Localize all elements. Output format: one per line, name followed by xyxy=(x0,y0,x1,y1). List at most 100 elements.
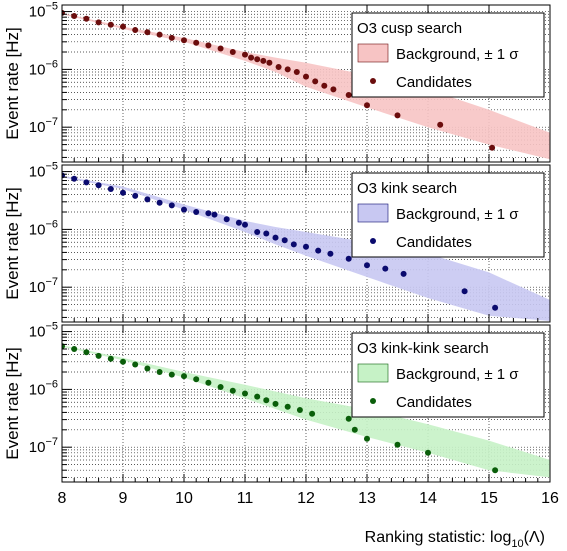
candidates-series xyxy=(62,343,499,474)
background-band xyxy=(62,345,550,478)
candidate-point xyxy=(437,121,444,128)
candidates-series xyxy=(62,9,496,151)
candidate-point xyxy=(120,23,126,30)
candidate-point xyxy=(144,365,151,372)
candidate-point xyxy=(260,57,267,64)
candidate-point xyxy=(263,230,270,237)
candidate-point xyxy=(284,403,291,410)
candidate-point xyxy=(144,29,151,36)
candidate-point xyxy=(345,92,352,98)
candidate-point xyxy=(71,346,78,352)
y-axis-label: Event rate [Hz] xyxy=(3,27,22,139)
legend-point-marker xyxy=(370,238,376,244)
candidate-point xyxy=(83,179,90,186)
candidate-point xyxy=(364,262,370,269)
y-tick-label: 10−7 xyxy=(29,116,58,136)
candidate-point xyxy=(296,407,303,413)
candidate-point xyxy=(242,51,248,58)
y-tick-label: 10−5 xyxy=(29,161,58,181)
candidate-point xyxy=(193,209,200,215)
candidate-point xyxy=(248,54,255,61)
legend-band-swatch xyxy=(357,203,389,223)
x-tick-label: 16 xyxy=(541,490,559,507)
candidate-point xyxy=(327,250,334,257)
legend-title: O3 cusp search xyxy=(357,20,462,37)
x-tick-label: 11 xyxy=(237,490,254,507)
candidate-point xyxy=(364,435,370,442)
y-tick-label: 10−6 xyxy=(29,58,58,78)
x-tick-label: 10 xyxy=(175,490,193,507)
candidate-point xyxy=(254,393,261,400)
candidate-point xyxy=(242,221,248,228)
candidate-point xyxy=(229,387,236,394)
panel-3: 10−7 10−6 10−5 Event rate [Hz] O3 kink-kink … xyxy=(3,321,559,550)
candidate-point xyxy=(120,358,126,365)
candidate-point xyxy=(382,265,389,272)
candidate-point xyxy=(364,102,370,109)
background-band xyxy=(62,12,550,160)
candidate-point xyxy=(71,13,78,19)
candidate-point xyxy=(315,247,322,254)
candidate-point xyxy=(254,56,261,63)
legend-point-marker xyxy=(370,398,376,404)
panel-1: 10−7 10−6 10−5 Event rate [Hz] O3 cusp searc… xyxy=(3,1,551,163)
candidate-point xyxy=(71,175,78,182)
legend: O3 kink search Background, ± 1 σ Candidate… xyxy=(351,172,545,258)
candidate-point xyxy=(181,206,187,213)
candidate-point xyxy=(254,229,261,235)
candidate-point xyxy=(217,384,224,390)
candidate-point xyxy=(95,182,102,189)
candidate-point xyxy=(168,202,175,209)
candidate-point xyxy=(107,355,114,362)
legend-band-swatch xyxy=(357,43,389,63)
candidate-point xyxy=(168,371,175,378)
candidate-point xyxy=(83,349,90,356)
y-tick-label: 10−7 xyxy=(29,276,58,296)
candidate-point xyxy=(345,255,352,262)
candidate-point xyxy=(132,192,139,199)
y-tick-label: 10−5 xyxy=(29,1,58,21)
candidate-point xyxy=(132,361,139,368)
candidate-point xyxy=(272,234,279,241)
candidate-point xyxy=(312,78,319,85)
candidate-point xyxy=(211,211,218,218)
candidate-point xyxy=(321,82,328,89)
y-axis-label: Event rate [Hz] xyxy=(3,347,22,459)
legend-point-marker xyxy=(370,78,376,84)
candidate-point xyxy=(330,86,337,93)
x-tick-label: 15 xyxy=(480,490,498,507)
candidate-point xyxy=(83,15,90,22)
candidate-point xyxy=(400,270,407,277)
candidate-point xyxy=(272,400,279,407)
candidate-point xyxy=(95,19,102,26)
legend-band-swatch xyxy=(357,363,389,383)
candidate-point xyxy=(303,73,309,80)
y-tick-label: 10−6 xyxy=(29,378,58,398)
candidate-point xyxy=(156,199,163,206)
candidate-point xyxy=(290,241,297,248)
candidate-point xyxy=(394,441,401,448)
candidate-point xyxy=(107,186,114,192)
legend: O3 kink-kink search Background, ± 1 σ Cand… xyxy=(351,332,545,418)
panel-2: 10−7 10−6 10−5 Event rate [Hz] O3 kink searc… xyxy=(3,161,551,323)
candidate-point xyxy=(489,144,496,151)
y-axis-label: Event rate [Hz] xyxy=(3,187,22,299)
legend-points-label: Candidates xyxy=(396,394,472,411)
legend-title: O3 kink search xyxy=(357,180,457,197)
candidate-point xyxy=(168,34,175,41)
candidate-point xyxy=(394,112,401,119)
candidate-point xyxy=(425,449,431,456)
candidate-point xyxy=(492,304,499,311)
candidate-point xyxy=(156,31,163,38)
candidate-point xyxy=(242,390,248,397)
candidate-point xyxy=(217,45,224,52)
legend-band-label: Background, ± 1 σ xyxy=(396,46,519,63)
x-tick-label: 14 xyxy=(419,490,437,507)
candidate-point xyxy=(235,219,242,226)
candidate-point xyxy=(95,352,102,359)
candidate-point xyxy=(293,69,300,75)
candidate-point xyxy=(223,216,230,223)
candidate-point xyxy=(303,243,309,250)
candidate-point xyxy=(132,27,139,33)
